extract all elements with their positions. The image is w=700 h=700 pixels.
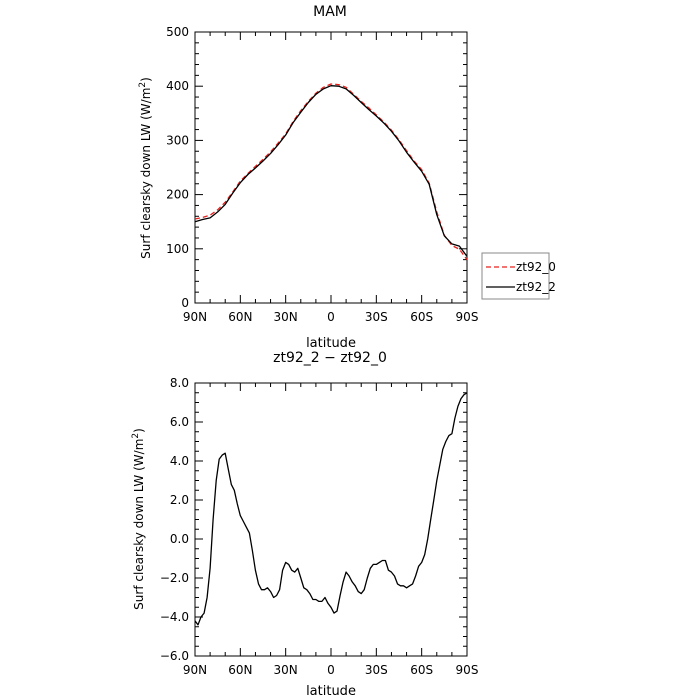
y-tick-label-top: 500 xyxy=(166,25,189,39)
legend-label-zt92-0: zt92_0 xyxy=(516,260,556,274)
plot-frame-bottom xyxy=(194,382,468,657)
y-tick-label-bottom: 4.0 xyxy=(170,454,189,468)
axis-ticks-top: 0 100 200 300 400 500 90N 60N 30N 0 30S 60S 90S xyxy=(166,25,478,324)
legend-label-zt92-2: zt92_2 xyxy=(516,280,556,294)
series-line-zt92-0 xyxy=(194,83,468,260)
y-tick-label-bottom: −6.0 xyxy=(160,649,189,663)
y-tick-label-top: 100 xyxy=(166,242,189,256)
legend: zt92_0 zt92_2 xyxy=(481,252,556,300)
y-tick-label-top: 200 xyxy=(166,188,189,202)
y-tick-label-bottom: 8.0 xyxy=(170,376,189,390)
y-axis-label-top-tail: ) xyxy=(139,77,153,82)
series-group-bottom xyxy=(194,392,468,626)
y-tick-label-bottom: −2.0 xyxy=(160,571,189,585)
x-tick-label-top: 0 xyxy=(327,310,335,324)
y-tick-label-bottom: 0.0 xyxy=(170,532,189,546)
y-axis-label-top-sup: 2 xyxy=(138,82,148,88)
x-tick-label-top: 60S xyxy=(410,310,433,324)
x-tick-label-bottom: 0 xyxy=(327,663,335,677)
y-axis-label-top-main: Surf clearsky down LW (W/m xyxy=(139,88,153,259)
y-axis-label-bottom-sup: 2 xyxy=(131,433,141,439)
x-tick-label-top: 30N xyxy=(274,310,298,324)
x-tick-label-bottom: 60N xyxy=(228,663,252,677)
x-axis-label-top: latitude xyxy=(306,336,356,351)
y-tick-label-bottom: 2.0 xyxy=(170,493,189,507)
axis-ticks-bottom: −6.0 −4.0 −2.0 0.0 2.0 4.0 6.0 8.0 90N 60N 30N 0 30S… xyxy=(160,376,479,677)
y-axis-label-bottom-main: Surf clearsky down LW (W/m xyxy=(132,439,146,610)
x-tick-label-bottom: 30S xyxy=(365,663,388,677)
x-tick-label-top: 60N xyxy=(228,310,252,324)
x-tick-label-top: 90N xyxy=(183,310,207,324)
series-line-zt92-2 xyxy=(194,85,468,257)
x-tick-label-bottom: 90N xyxy=(183,663,207,677)
y-tick-label-bottom: 6.0 xyxy=(170,415,189,429)
chart-panel-bottom: zt92_2 − zt92_0 −6.0 −4.0 −2.0 0.0 2.0 4.0 6.0… xyxy=(131,350,478,699)
series-group-top xyxy=(194,83,468,260)
x-tick-label-bottom: 90S xyxy=(456,663,479,677)
chart-title-top: MAM xyxy=(313,4,347,20)
y-axis-label-bottom: Surf clearsky down LW (W/m2) xyxy=(131,428,146,610)
y-axis-label-bottom-tail: ) xyxy=(132,428,146,433)
legend-box xyxy=(481,252,550,300)
y-tick-label-top: 400 xyxy=(166,79,189,93)
y-tick-label-top: 0 xyxy=(181,296,189,310)
x-tick-label-top: 90S xyxy=(456,310,479,324)
series-line-bottom xyxy=(194,392,468,626)
chart-title-bottom: zt92_2 − zt92_0 xyxy=(273,350,387,366)
x-tick-label-top: 30S xyxy=(365,310,388,324)
x-tick-label-bottom: 60S xyxy=(410,663,433,677)
plot-frame-top xyxy=(194,31,468,304)
x-axis-label-bottom: latitude xyxy=(306,684,356,699)
y-axis-label-top: Surf clearsky down LW (W/m2) xyxy=(138,77,153,259)
x-tick-label-bottom: 30N xyxy=(274,663,298,677)
y-tick-label-bottom: −4.0 xyxy=(160,610,189,624)
y-tick-label-top: 300 xyxy=(166,133,189,147)
